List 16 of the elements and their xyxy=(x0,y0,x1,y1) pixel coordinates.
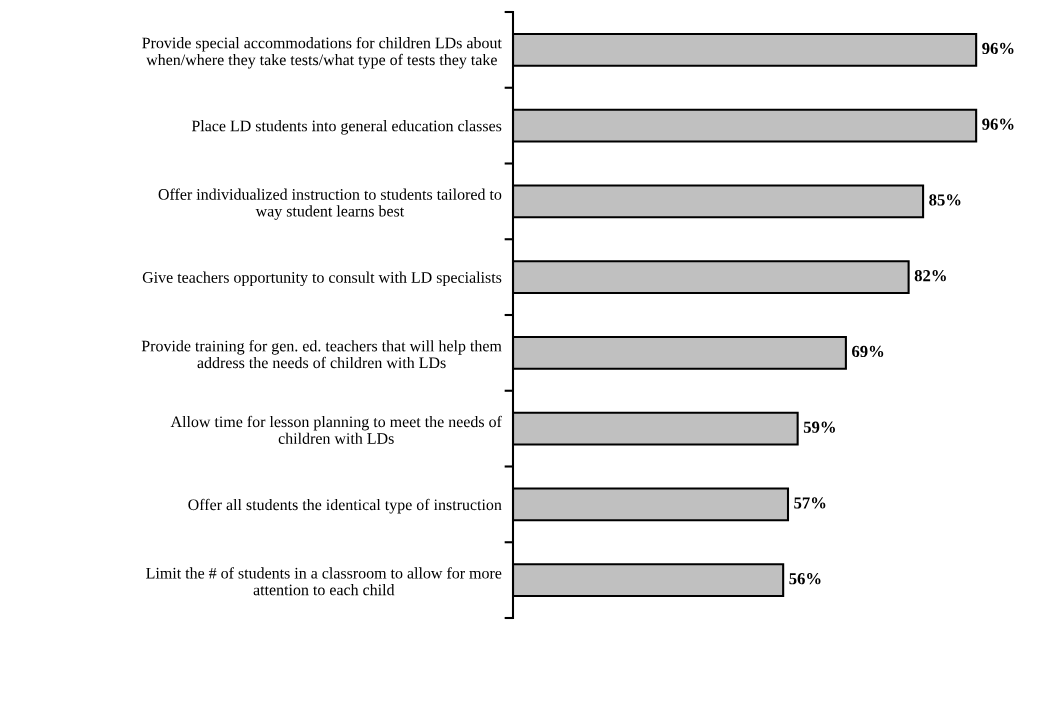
data-label: 82% xyxy=(914,270,946,282)
y-tick-label: Limit the # of students in a classroom to allow for more attention to each child xyxy=(146,567,502,596)
data-label: 69% xyxy=(852,345,884,358)
data-label: 96% xyxy=(982,118,1014,130)
data-label: 57% xyxy=(794,497,826,509)
y-tick-label: Place LD students into general education classes xyxy=(191,120,502,135)
data-label: 96% xyxy=(982,42,1014,55)
y-tick-label: Provide training for gen. ed. teachers that will help them address the needs of children with LDs xyxy=(141,339,502,369)
data-label: 59% xyxy=(803,421,835,433)
y-tick-label: Offer individualized instruction to students tailored to way student learns best xyxy=(158,188,502,220)
y-tick-label: Allow time for lesson planning to meet the needs of children with LDs xyxy=(170,415,502,444)
y-tick-label: Give teachers opportunity to consult with LD specialists xyxy=(142,271,502,287)
data-label: 85% xyxy=(929,194,961,206)
y-tick-label: Provide special accommodations for children LDs about when/where they take tests/what type of tests they take xyxy=(142,36,502,69)
y-tick-label: Offer all students the identical type of instruction xyxy=(188,498,502,514)
data-label: 56% xyxy=(789,573,821,585)
